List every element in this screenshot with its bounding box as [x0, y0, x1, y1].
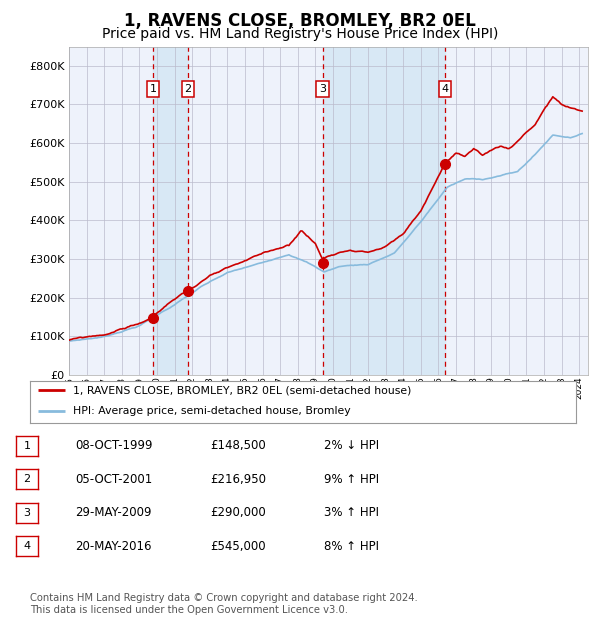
Text: 20-MAY-2016: 20-MAY-2016	[75, 540, 151, 552]
Text: 3: 3	[23, 508, 31, 518]
Text: 29-MAY-2009: 29-MAY-2009	[75, 507, 151, 519]
Text: Contains HM Land Registry data © Crown copyright and database right 2024.
This d: Contains HM Land Registry data © Crown c…	[30, 593, 418, 615]
Text: 1, RAVENS CLOSE, BROMLEY, BR2 0EL (semi-detached house): 1, RAVENS CLOSE, BROMLEY, BR2 0EL (semi-…	[73, 386, 411, 396]
Text: 9% ↑ HPI: 9% ↑ HPI	[324, 473, 379, 485]
Text: 05-OCT-2001: 05-OCT-2001	[75, 473, 152, 485]
Text: 2: 2	[23, 474, 31, 484]
Text: 1: 1	[23, 441, 31, 451]
Text: 1, RAVENS CLOSE, BROMLEY, BR2 0EL: 1, RAVENS CLOSE, BROMLEY, BR2 0EL	[124, 12, 476, 30]
Text: £290,000: £290,000	[210, 507, 266, 519]
Text: Price paid vs. HM Land Registry's House Price Index (HPI): Price paid vs. HM Land Registry's House …	[102, 27, 498, 41]
Text: 1: 1	[149, 84, 157, 94]
Text: 3% ↑ HPI: 3% ↑ HPI	[324, 507, 379, 519]
Bar	[323, 46, 445, 375]
Text: 08-OCT-1999: 08-OCT-1999	[75, 440, 152, 452]
Text: £216,950: £216,950	[210, 473, 266, 485]
Text: HPI: Average price, semi-detached house, Bromley: HPI: Average price, semi-detached house,…	[73, 407, 350, 417]
Text: 3: 3	[319, 84, 326, 94]
Text: 2: 2	[184, 84, 191, 94]
Text: £148,500: £148,500	[210, 440, 266, 452]
Text: 8% ↑ HPI: 8% ↑ HPI	[324, 540, 379, 552]
Text: 2% ↓ HPI: 2% ↓ HPI	[324, 440, 379, 452]
Text: £545,000: £545,000	[210, 540, 266, 552]
Bar	[153, 46, 188, 375]
Text: 4: 4	[442, 84, 449, 94]
Text: 4: 4	[23, 541, 31, 551]
